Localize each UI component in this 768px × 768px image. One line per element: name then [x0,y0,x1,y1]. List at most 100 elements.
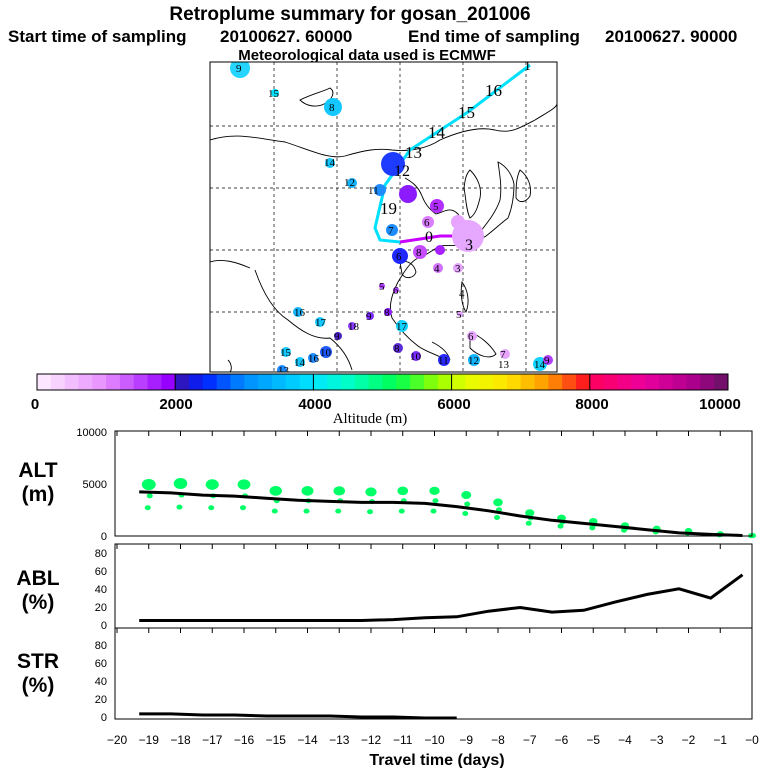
trajectory-line-cyan [373,63,531,244]
x-tick-label: −12 [361,733,382,747]
alt-particle-point [271,508,278,514]
alt-mean-line [139,490,743,537]
x-tick-label: −19 [139,733,160,747]
alt-particle-point [173,478,188,489]
colorbar-cell [133,374,149,390]
colorbar-cell [396,374,411,390]
colorbar-cell [354,374,370,390]
colorbar-cell [645,374,660,390]
end-time-label: End time of sampling [408,27,580,46]
svg-text:8: 8 [394,343,400,355]
svg-text:12: 12 [344,177,355,189]
alt-particle-point [237,479,251,490]
colorbar-cell [230,374,245,390]
str-ytick-20: 20 [95,694,107,706]
svg-text:4: 4 [459,288,465,300]
colorbar-cell [548,374,563,390]
alt-particle-point [240,505,246,511]
svg-text:13: 13 [498,359,510,371]
str-ytick-40: 40 [95,676,107,688]
map-gridlines [210,62,557,372]
colorbar-tick-8000: 8000 [575,396,608,413]
alt-particle-point [464,501,471,507]
colorbar-cell [161,374,176,390]
map-marker-numbers: 9 15 8 14 12 11 5 6 7 6 8 4 3 4 5 6 5 6 … [236,63,550,372]
colorbar-cell [714,374,729,390]
colorbar-cell [216,374,231,390]
colorbar-cell [617,374,632,390]
x-tick-label: −1 [713,733,727,747]
x-tick-label: −7 [523,733,537,747]
traj-label-1: 1 [524,59,531,74]
colorbar-cell [327,374,342,390]
alt-particle-point [333,486,346,496]
traj-label-0: 0 [425,229,433,246]
colorbar-cell [410,374,425,390]
colorbar-cell [106,374,121,390]
svg-text:8: 8 [329,102,335,114]
x-tick-label: −15 [266,733,287,747]
colorbar-cell [64,374,79,390]
alt-panel: ALT (m) 10000 5000 0 [18,427,756,543]
colorbar-cell [479,374,494,390]
x-axis-label: Travel time (days) [369,752,504,768]
svg-text:12: 12 [468,355,479,367]
svg-text:11: 11 [368,185,379,197]
x-tick-label: −11 [393,733,413,747]
map-frame [209,61,558,373]
x-tick-label: −3 [650,733,664,747]
alt-particle-point [461,491,472,500]
alt-particle-point [205,479,219,490]
alt-particle-point [432,498,439,504]
colorbar-cell [575,374,591,390]
alt-particle-point [462,510,469,516]
colorbar-cell [658,374,674,390]
alt-particle-point [367,509,373,515]
x-tick-label: −20 [107,733,128,747]
alt-particle-point [303,508,310,514]
svg-text:6: 6 [393,285,399,297]
colorbar-tick-4000: 4000 [298,396,331,413]
alt-particle-point [146,493,153,499]
colorbar-label: Altitude (m) [333,411,408,427]
svg-text:10: 10 [410,351,422,363]
colorbar-cell [37,374,52,390]
alt-particle-point [493,498,503,507]
svg-text:7: 7 [388,225,394,237]
alt-particle-point [269,485,282,496]
colorbar-cell [299,374,314,390]
colorbar-cell [244,374,259,390]
abl-frame [114,543,753,629]
str-ylabel-line1: STR [17,650,59,673]
alt-ylabel-line2: (m) [22,483,55,506]
colorbar-cell [368,374,383,390]
svg-text:15: 15 [268,88,280,100]
alt-ytick-5000: 5000 [83,479,107,491]
alt-particle-point [525,520,532,526]
abl-ytick-80: 80 [95,548,107,560]
colorbar-cell [631,374,646,390]
svg-text:5: 5 [433,201,439,213]
svg-text:6: 6 [468,331,474,343]
colorbar-cell [672,374,688,390]
colorbar-cell [520,374,536,390]
abl-ytick-60: 60 [95,566,107,578]
colorbar-cell [534,374,549,390]
traj-label-19: 19 [380,199,397,218]
alt-particle-point [494,515,500,521]
colorbar-tick-0: 0 [31,396,39,413]
map-trajectory-labels: 1 16 15 14 13 12 19 0 3 [380,59,531,254]
colorbar-cell [686,374,701,390]
svg-text:16: 16 [308,353,320,365]
svg-text:6: 6 [396,251,402,263]
colorbar-cell [437,374,453,390]
svg-text:16: 16 [294,307,306,319]
alt-particle-point [176,504,183,510]
x-tick-label: −0 [745,733,759,747]
str-line [139,712,457,720]
svg-text:9: 9 [334,331,340,343]
svg-text:8: 8 [416,247,422,259]
colorbar-cell [603,374,618,390]
traj-label-3: 3 [465,237,473,254]
